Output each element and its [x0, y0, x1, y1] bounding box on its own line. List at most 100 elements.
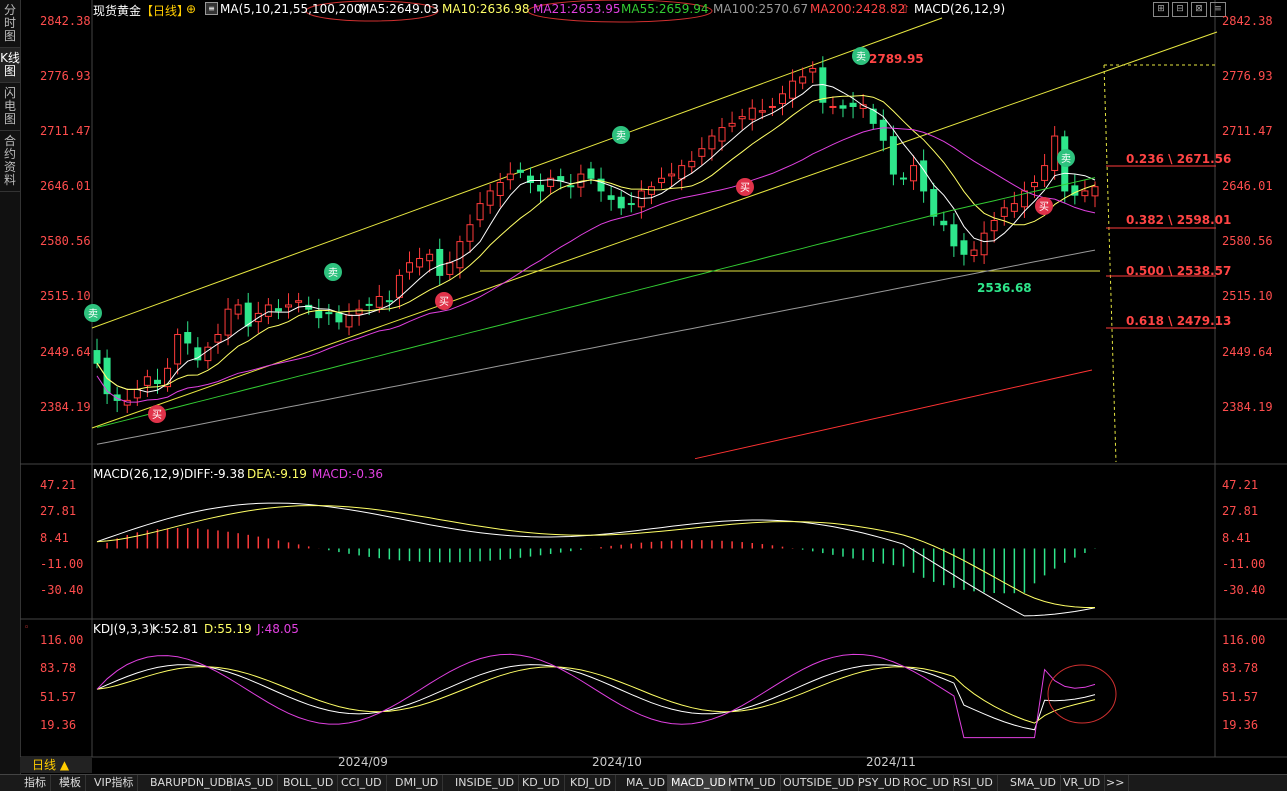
- candle-body: [446, 262, 454, 275]
- menu-icon[interactable]: ≡: [1210, 2, 1226, 17]
- ma100-line: [96, 249, 1096, 445]
- indicator-tab[interactable]: CCI_UD: [337, 775, 387, 791]
- candle-body: [506, 173, 514, 181]
- candle-body: [1000, 207, 1008, 217]
- candle-body: [1051, 135, 1059, 171]
- macd-value: MACD:-0.36: [312, 467, 384, 481]
- indicator-tab[interactable]: 指标: [20, 775, 51, 791]
- indicator-tab[interactable]: MA_UD: [622, 775, 671, 791]
- candle-body: [557, 176, 565, 182]
- candle-body: [1031, 181, 1039, 188]
- x-label: 2024/09: [338, 755, 388, 769]
- price-tick-right: 2449.64: [1222, 345, 1273, 359]
- indicator-tab[interactable]: >>: [1102, 775, 1130, 791]
- macd-diff-line: [96, 502, 1096, 617]
- macd-diff: DIFF:-9.38: [184, 467, 245, 481]
- candle-body: [889, 136, 897, 175]
- candle-body: [799, 76, 807, 84]
- indicator-tab[interactable]: MTM_UD: [724, 775, 781, 791]
- rail-tab-timeshare[interactable]: 分时图: [0, 0, 20, 48]
- indicator-tab[interactable]: BIAS_UD: [222, 775, 279, 791]
- indicator-tab[interactable]: 模板: [55, 775, 86, 791]
- ma200-value: MA200:2428.82: [810, 2, 906, 16]
- candle-body: [355, 308, 363, 315]
- rail-tab-kline[interactable]: K线图: [0, 48, 20, 83]
- kdj-j: J:48.05: [257, 622, 299, 636]
- indicator-settings-icon[interactable]: ≡: [205, 2, 218, 15]
- candle-body: [839, 105, 847, 109]
- indicator-tab[interactable]: BARUPDN_UD: [146, 775, 232, 791]
- kdj-k: K:52.81: [152, 622, 199, 636]
- candle-body: [829, 105, 837, 108]
- macd-selector[interactable]: MACD(26,12,9): [914, 2, 1006, 16]
- price-tick: 2580.56: [40, 234, 91, 248]
- candle-body: [133, 388, 141, 399]
- candle-body: [658, 177, 666, 184]
- fib-dotted-side: [1103, 64, 1117, 463]
- candle-body: [547, 177, 555, 187]
- buy-signal: [736, 178, 754, 196]
- candle-body: [285, 304, 293, 308]
- candle-body: [426, 253, 434, 262]
- candle-body: [526, 175, 534, 183]
- kdj-tick: 19.36: [40, 718, 77, 732]
- candle-body: [406, 262, 414, 273]
- candle-body: [184, 332, 192, 344]
- price-tick: 2646.01: [40, 179, 91, 193]
- ma55-line: [96, 177, 1096, 428]
- candle-body: [587, 168, 595, 179]
- rail-tab-flash[interactable]: 闪电图: [0, 83, 20, 131]
- layout-grid-icon[interactable]: ⊞: [1153, 2, 1169, 17]
- indicator-tab[interactable]: PSY_UD: [854, 775, 906, 791]
- candle-body: [940, 220, 948, 226]
- candle-body: [224, 308, 232, 336]
- indicator-tab[interactable]: INSIDE_UD: [451, 775, 520, 791]
- indicator-tab[interactable]: KD_UD: [518, 775, 565, 791]
- period-label: 【日线】: [141, 4, 190, 18]
- candle-body: [143, 376, 151, 386]
- candle-body: [809, 67, 817, 73]
- period-selector[interactable]: 日线 ▲: [20, 757, 92, 773]
- indicator-tab[interactable]: VR_UD: [1059, 775, 1106, 791]
- indicator-tab[interactable]: MACD_UD: [667, 775, 731, 791]
- kdj-tick-right: 51.57: [1222, 690, 1259, 704]
- kdj-tick-right: 116.00: [1222, 633, 1266, 647]
- indicator-tab[interactable]: DMI_UD: [391, 775, 444, 791]
- candle-body: [1091, 186, 1099, 197]
- kdj-tick: 116.00: [40, 633, 84, 647]
- minimize-icon[interactable]: ⊟: [1172, 2, 1188, 17]
- symbol-name: 现货黄金: [93, 4, 142, 18]
- candle-body: [970, 249, 978, 257]
- candle-body: [678, 165, 686, 180]
- buy-signal: [1035, 197, 1053, 215]
- macd-tick: 8.41: [40, 531, 69, 545]
- candle-body: [778, 93, 786, 104]
- candle-body: [375, 296, 383, 308]
- candle-body: [930, 189, 938, 217]
- candle-body: [486, 190, 494, 206]
- kdj-title: KDJ(9,3,3): [93, 622, 154, 636]
- indicator-tab[interactable]: OUTSIDE_UD: [779, 775, 860, 791]
- indicator-tab[interactable]: VIP指标: [90, 775, 139, 791]
- macd-tick: 47.21: [40, 478, 77, 492]
- candle-body: [325, 312, 333, 315]
- candle-body: [950, 224, 958, 247]
- ma100-value: MA100:2570.67: [713, 2, 809, 16]
- indicator-tab[interactable]: RSI_UD: [949, 775, 998, 791]
- kdj-d-line: [96, 666, 1096, 724]
- close-icon[interactable]: ⊠: [1191, 2, 1207, 17]
- candle-body: [920, 160, 928, 192]
- trend-line-upper: [91, 17, 943, 329]
- period-toggle-icon[interactable]: ⊕: [186, 2, 197, 16]
- indicator-tab[interactable]: BOLL_UD: [279, 775, 339, 791]
- indicator-tab[interactable]: SMA_UD: [1006, 775, 1062, 791]
- highlight-ellipse: [305, 0, 439, 22]
- kdj-k-line: [96, 664, 1096, 731]
- low-price-label: 2536.68: [977, 281, 1032, 295]
- indicator-tab[interactable]: KDJ_UD: [566, 775, 616, 791]
- rail-tab-contract-info[interactable]: 合约资料: [0, 131, 20, 192]
- candle-body: [365, 303, 373, 306]
- indicator-tab[interactable]: ROC_UD: [899, 775, 955, 791]
- candle-body: [164, 367, 172, 388]
